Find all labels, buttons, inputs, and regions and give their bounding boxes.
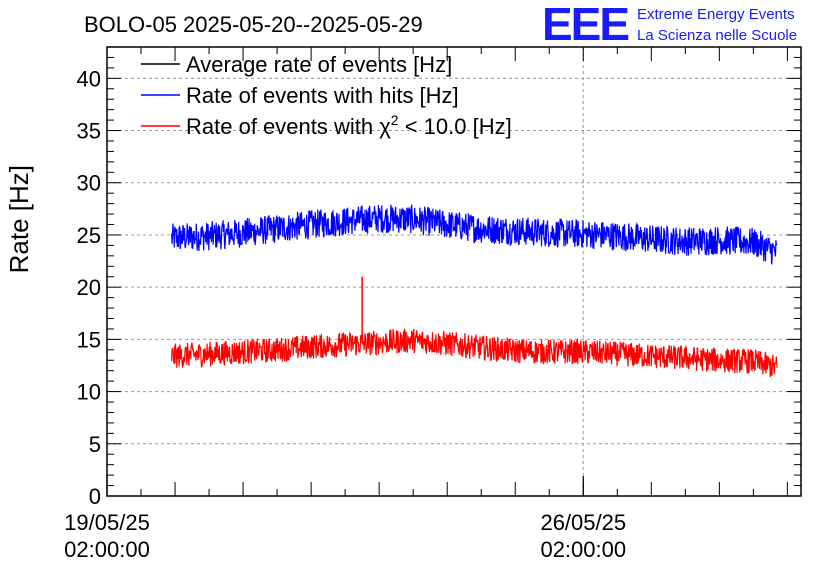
y-tick-label: 0 — [89, 484, 101, 509]
y-tick-label: 35 — [77, 119, 101, 144]
y-tick-label: 20 — [77, 275, 101, 300]
y-tick-label: 10 — [77, 380, 101, 405]
eee-logo: EEE Extreme Energy Events La Scienza nel… — [542, 0, 797, 50]
eee-logo-mark: EEE — [542, 0, 628, 50]
axis-ticks — [106, 46, 801, 497]
legend: Average rate of events [Hz] Rate of event… — [141, 52, 512, 139]
plot-frame — [106, 46, 802, 497]
x-tick-date: 26/05/25 — [540, 510, 626, 535]
y-axis-title: Rate [Hz] — [4, 165, 34, 273]
x-tick-time: 02:00:00 — [540, 537, 626, 562]
plot-series — [171, 204, 778, 378]
legend-label: Rate of events with χ2 < 10.0 [Hz] — [186, 112, 512, 139]
series-2 — [171, 276, 778, 378]
legend-label: Rate of events with hits [Hz] — [186, 83, 459, 108]
legend-label: Average rate of events [Hz] — [186, 52, 452, 77]
x-tick-time: 02:00:00 — [64, 537, 150, 562]
x-tick-date: 19/05/25 — [64, 510, 150, 535]
y-tick-label: 30 — [77, 171, 101, 196]
y-axis-labels: 0 5 10 15 20 25 30 35 40 — [77, 66, 101, 509]
y-tick-label: 15 — [77, 327, 101, 352]
eee-logo-line1: Extreme Energy Events — [637, 6, 795, 23]
series-1 — [171, 204, 778, 265]
y-tick-label: 25 — [77, 223, 101, 248]
series-line — [171, 204, 778, 265]
y-tick-label: 40 — [77, 66, 101, 91]
series-line — [171, 328, 778, 378]
y-tick-label: 5 — [89, 432, 101, 457]
chart-title: BOLO-05 2025-05-20--2025-05-29 — [84, 12, 423, 37]
eee-logo-line2: La Scienza nelle Scuole — [637, 27, 797, 44]
